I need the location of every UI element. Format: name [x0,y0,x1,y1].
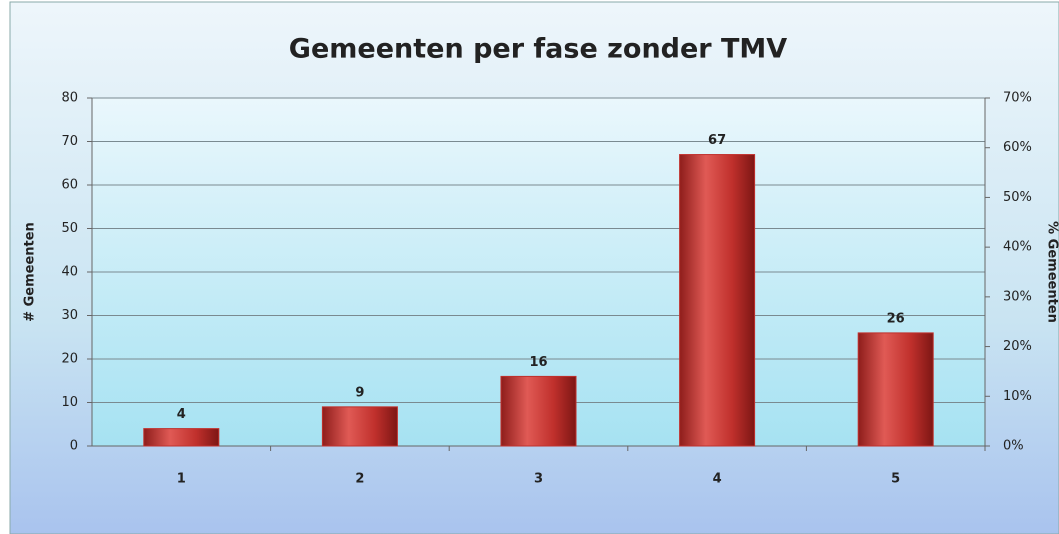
y-tick-label: 40 [61,265,78,280]
chart-title: Gemeenten per fase zonder TMV [289,34,788,65]
x-tick-label: 5 [891,472,900,487]
y2-tick-label: 10% [1003,389,1032,404]
y-tick-label: 30 [61,308,78,323]
y-tick-label: 60 [61,178,78,193]
bar [857,332,934,447]
value-label: 16 [529,355,547,370]
y-tick-label: 70 [61,134,78,149]
y-tick-label: 80 [61,91,78,106]
value-label: 4 [177,407,186,422]
bar [321,406,398,447]
value-label: 26 [887,311,905,326]
y-tick-label: 0 [70,439,78,454]
y2-tick-label: 50% [1003,190,1032,205]
x-tick-label: 1 [177,472,186,487]
y2-tick-label: 30% [1003,289,1032,304]
y2-tick-label: 40% [1003,240,1032,255]
value-label: 9 [355,385,364,400]
y2-tick-label: 60% [1003,140,1032,155]
bar [500,375,577,447]
x-tick-label: 3 [534,472,543,487]
x-tick-label: 4 [713,472,722,487]
bar [679,154,756,447]
y-tick-label: 20 [61,352,78,367]
y-tick-label: 50 [61,221,78,236]
y2-tick-label: 20% [1003,339,1032,354]
y-axis-label: # Gemeenten [23,222,38,322]
bar [143,428,220,447]
value-label: 67 [708,133,726,148]
x-tick-label: 2 [355,472,364,487]
y2-tick-label: 70% [1003,91,1032,106]
y2-tick-label: 0% [1003,439,1024,454]
y2-axis-label: % Gemeenten [1045,221,1059,323]
y-tick-label: 10 [61,395,78,410]
